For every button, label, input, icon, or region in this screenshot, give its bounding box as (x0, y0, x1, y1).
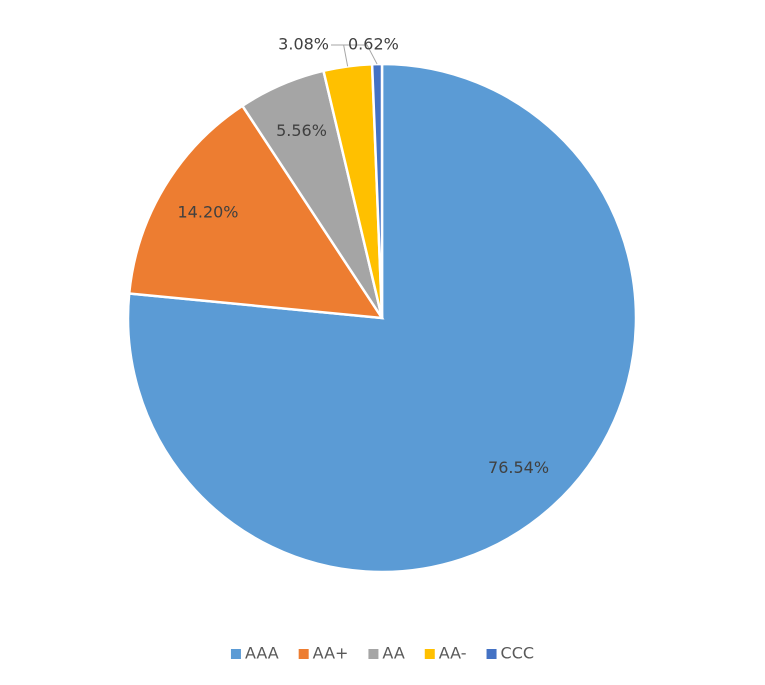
leader-line (340, 44, 378, 65)
legend-swatch (424, 649, 435, 659)
data-labels: 76.54% 14.20% 5.56% 3.08% 0.62% (178, 35, 550, 477)
legend-item: AAA (230, 644, 279, 663)
legend: AAA AA+ AA AA- CCC (230, 644, 535, 663)
pie (126, 62, 638, 574)
data-label: 3.08% (278, 35, 329, 54)
legend-item: AA (368, 644, 405, 663)
data-label: 76.54% (488, 458, 549, 477)
legend-item: AA- (424, 644, 467, 663)
legend-swatch (486, 649, 497, 659)
legend-label: AAA (245, 644, 279, 663)
data-label: 14.20% (178, 203, 239, 222)
legend-swatch (298, 649, 309, 659)
legend-label: CCC (501, 644, 535, 663)
legend-label: AA+ (313, 644, 349, 663)
legend-item: AA+ (298, 644, 349, 663)
legend-label: AA- (439, 644, 467, 663)
leader-line (331, 44, 349, 67)
data-label: 0.62% (348, 35, 399, 54)
data-label: 5.56% (276, 121, 327, 140)
legend-item: CCC (486, 644, 535, 663)
legend-swatch (368, 649, 379, 659)
legend-swatch (230, 649, 241, 659)
legend-label: AA (382, 644, 404, 663)
pie-slice (370, 62, 384, 319)
pie-slice (127, 104, 385, 320)
